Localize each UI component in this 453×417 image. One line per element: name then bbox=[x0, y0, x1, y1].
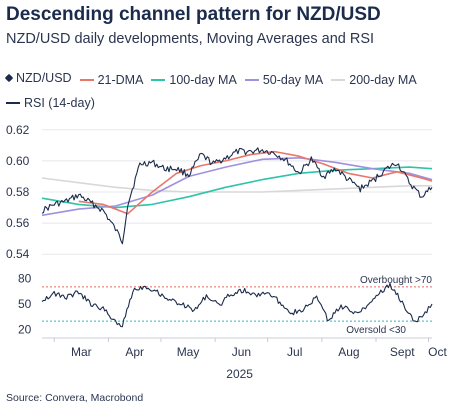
legend-label: RSI (14-day) bbox=[24, 96, 95, 110]
y-tick-label: 0.56 bbox=[6, 216, 30, 230]
series-line-200-day-ma bbox=[41, 177, 432, 193]
x-month-label: Oct bbox=[428, 345, 447, 359]
source-note: Source: Convera, Macrobond bbox=[6, 392, 144, 404]
chart-title: Descending channel pattern for NZD/USD bbox=[6, 4, 381, 25]
x-month-label: May bbox=[177, 345, 200, 359]
legend-item: 50-day MA bbox=[244, 70, 324, 90]
legend-label: 100-day MA bbox=[169, 73, 237, 87]
legend-swatch bbox=[6, 102, 20, 104]
overbought-label: Overbought >70 bbox=[360, 275, 432, 286]
legend-item: NZD/USD bbox=[4, 68, 72, 88]
x-month-label: Jul bbox=[287, 345, 302, 359]
legend-swatch bbox=[244, 79, 259, 81]
series-line-21-dma bbox=[78, 150, 433, 215]
oversold-label: Oversold <30 bbox=[346, 325, 406, 336]
legend-swatch bbox=[331, 79, 346, 81]
rsi-y-tick-label: 20 bbox=[18, 323, 32, 337]
legend-item: 21-DMA bbox=[79, 70, 144, 90]
x-month-label: Sept bbox=[390, 345, 415, 359]
y-tick-label: 0.62 bbox=[6, 123, 30, 137]
rsi-y-tick-label: 80 bbox=[18, 271, 32, 285]
series-line-nzd-usd bbox=[41, 147, 433, 245]
x-month-label: Aug bbox=[338, 345, 359, 359]
legend-label: 200-day MA bbox=[349, 73, 417, 87]
legend-label: NZD/USD bbox=[16, 71, 72, 85]
chart-subtitle: NZD/USD daily developments, Moving Avera… bbox=[6, 31, 375, 47]
y-tick-label: 0.54 bbox=[6, 247, 30, 261]
chart-legend: NZD/USD 21-DMA 100-day MA 50-day MA 200-day … bbox=[4, 67, 451, 113]
legend-item: 100-day MA bbox=[151, 70, 237, 90]
y-tick-label: 0.58 bbox=[6, 185, 30, 199]
legend-label: 50-day MA bbox=[262, 73, 324, 87]
legend-swatch bbox=[151, 79, 166, 81]
rsi-y-tick-label: 50 bbox=[18, 297, 32, 311]
legend-item: 200-day MA bbox=[331, 70, 417, 90]
legend-label: 21-DMA bbox=[97, 73, 144, 87]
legend-item: RSI (14-day) bbox=[6, 93, 95, 113]
x-month-label: Mar bbox=[71, 345, 92, 359]
legend-swatch bbox=[79, 79, 94, 81]
x-month-label: Apr bbox=[125, 345, 144, 359]
series-line-rsi-14-day bbox=[41, 282, 433, 328]
y-tick-label: 0.60 bbox=[6, 154, 30, 168]
x-month-label: Jun bbox=[232, 345, 251, 359]
x-year-label: 2025 bbox=[226, 367, 253, 381]
